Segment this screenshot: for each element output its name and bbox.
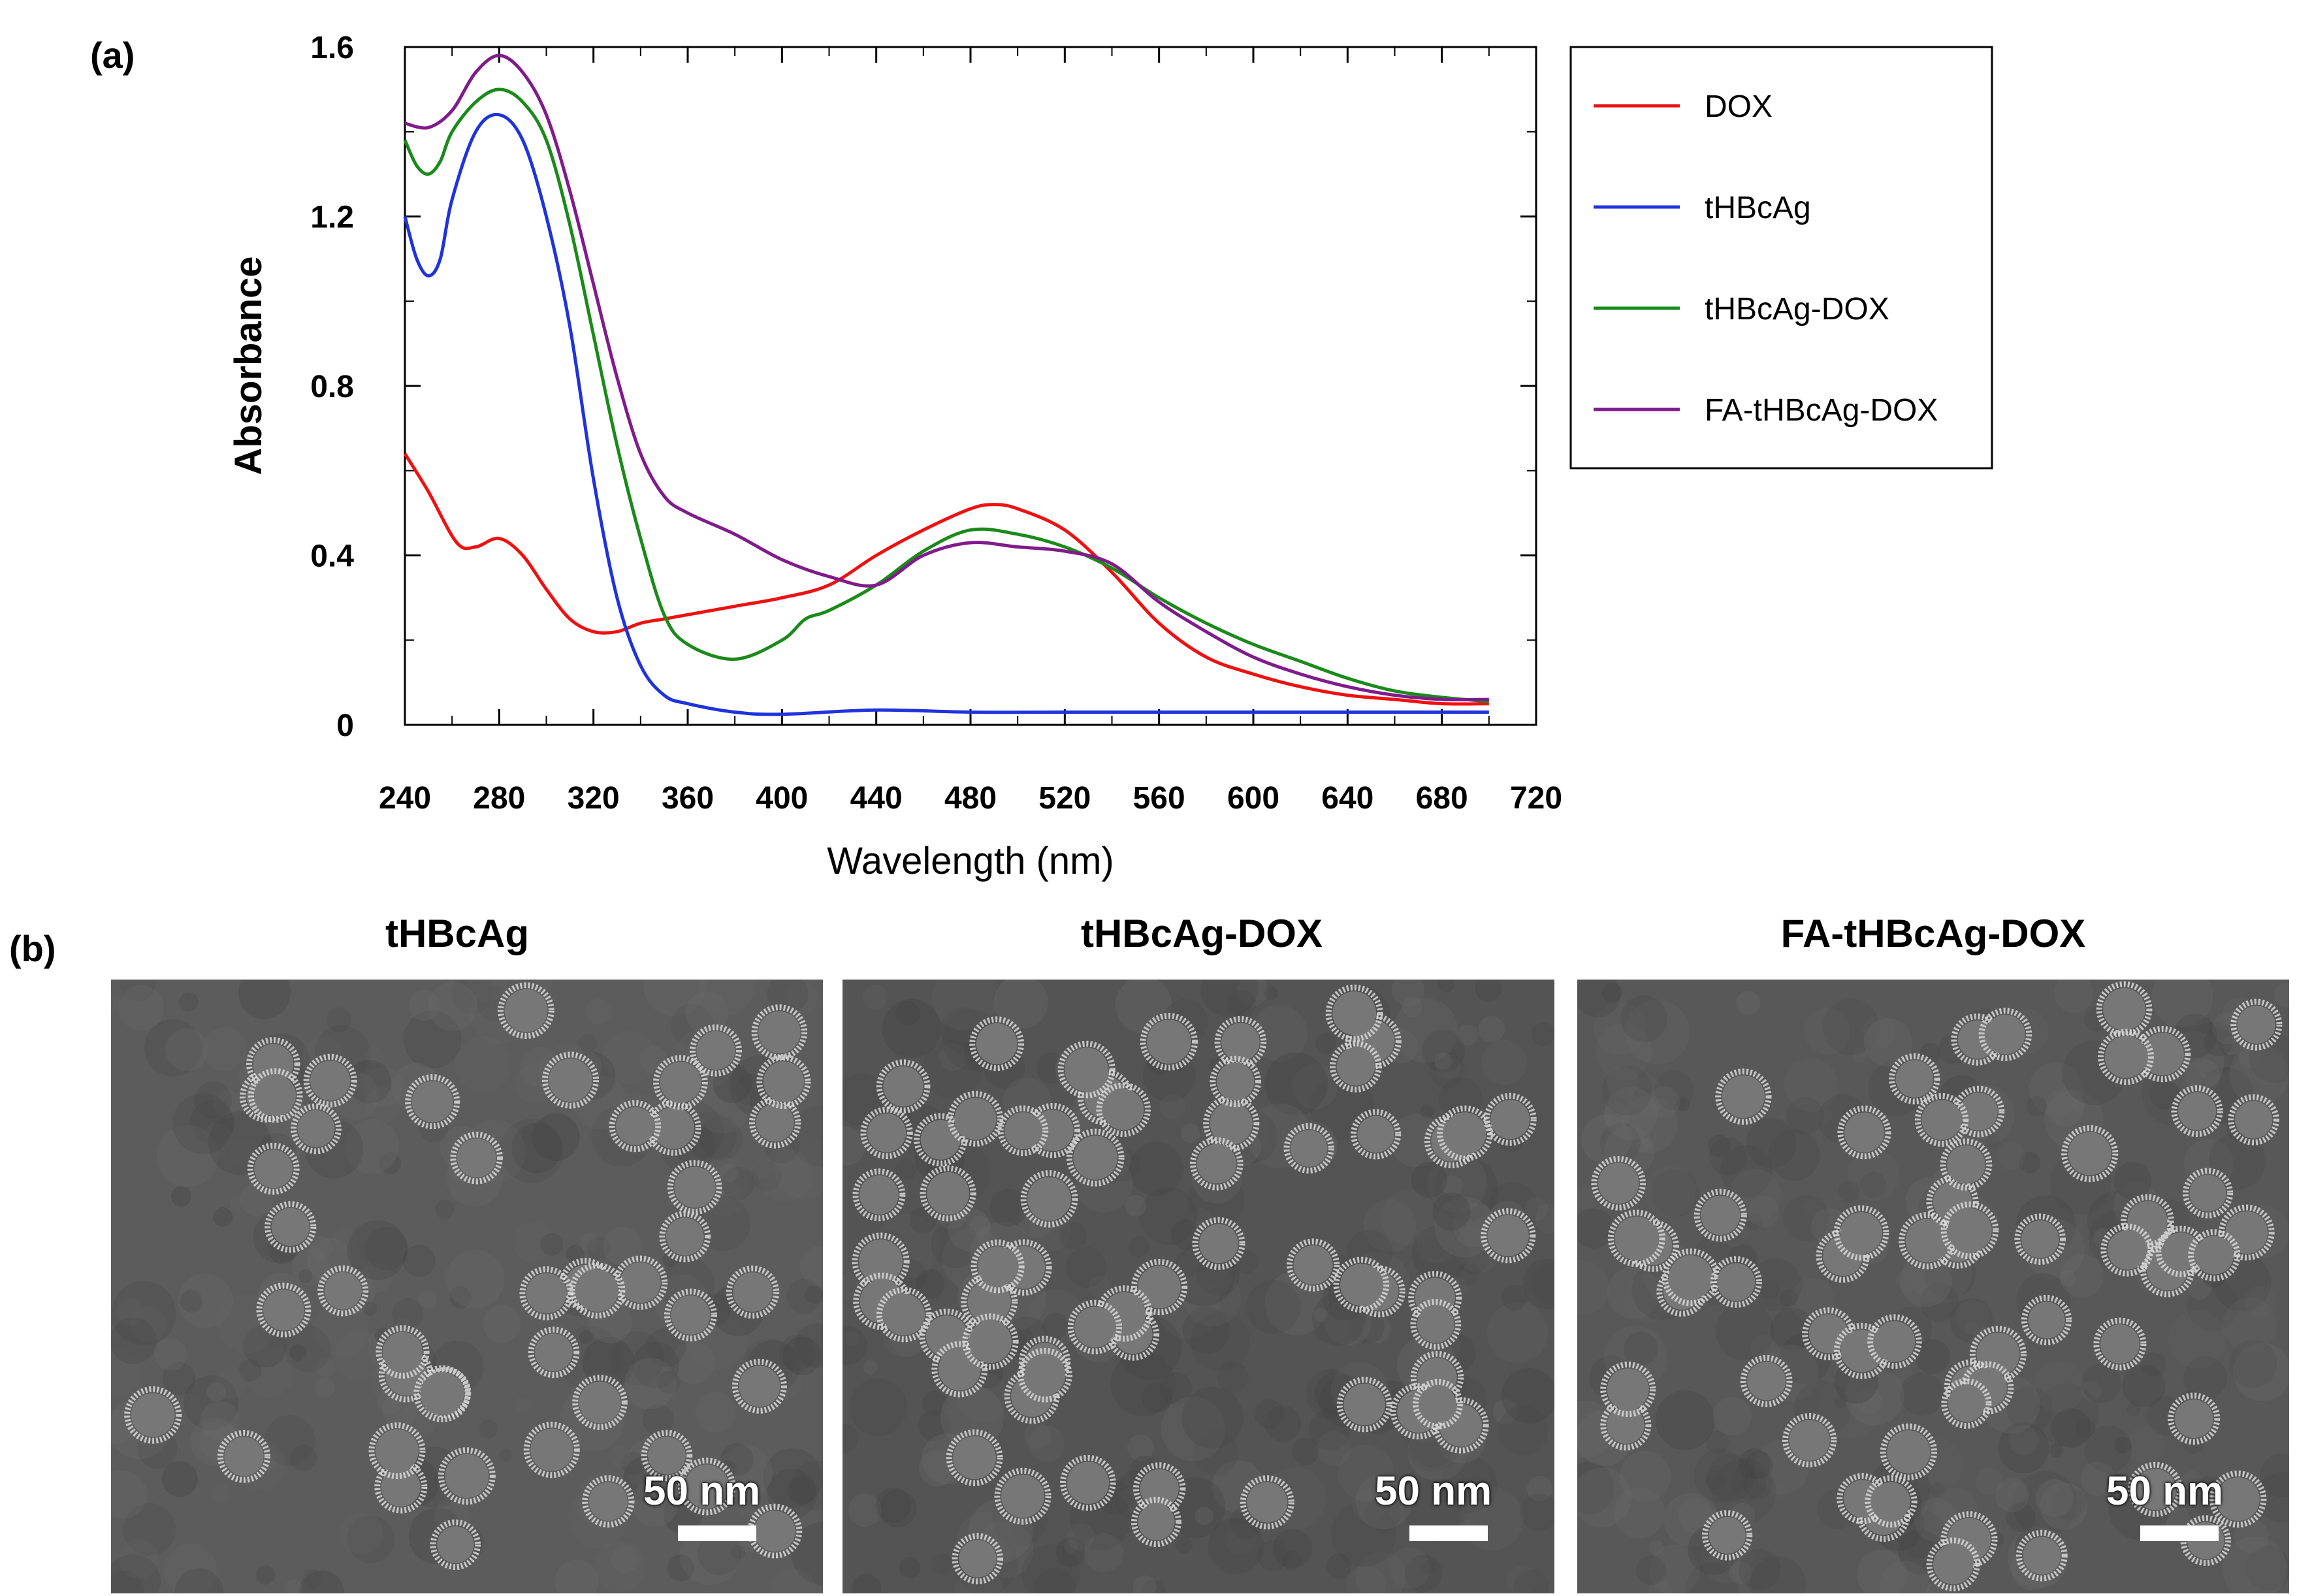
x-tick-label: 280 xyxy=(473,781,525,816)
x-tick-label: 240 xyxy=(379,781,431,816)
x-tick-label: 600 xyxy=(1227,781,1279,816)
series-line-thbcag xyxy=(403,112,1489,716)
x-tick-label: 320 xyxy=(568,781,620,816)
scale-bar xyxy=(1409,1525,1488,1541)
x-tick-label: 680 xyxy=(1416,781,1468,816)
panel-b-label: (b) xyxy=(9,928,56,969)
y-tick-label: 0.4 xyxy=(310,539,354,574)
tem-image-thbcag: 50 nm xyxy=(111,980,823,1593)
panel-a-label: (a) xyxy=(90,35,135,76)
tem-title-thbcag: tHBcAg xyxy=(385,912,529,955)
x-tick-label: 640 xyxy=(1321,781,1373,816)
x-tick-label: 360 xyxy=(662,781,714,816)
y-axis-label: Absorbance xyxy=(227,256,270,475)
y-tick-label: 1.6 xyxy=(310,31,354,65)
tem-image-fa-thbcag-dox: 50 nm xyxy=(1577,980,2289,1593)
x-tick-label: 520 xyxy=(1038,781,1091,816)
x-axis-label: Wavelength (nm) xyxy=(827,840,1114,882)
scale-bar xyxy=(678,1525,756,1541)
y-tick-label: 0 xyxy=(336,709,354,743)
absorbance-chart: 240 280 320 360 400 440 480 520 560 600 640 680 720 … xyxy=(227,31,1993,882)
series-line-fa-thbcag-dox xyxy=(404,54,1489,702)
scale-label: 50 nm xyxy=(1375,1469,1492,1514)
series-line-dox xyxy=(403,453,1489,706)
tem-title-fa-thbcag-dox: FA-tHBcAg-DOX xyxy=(1780,912,2086,955)
x-tick-label: 400 xyxy=(756,781,808,816)
x-tick-label: 440 xyxy=(850,781,903,816)
series-line-thbcag-dox xyxy=(403,88,1490,703)
tem-title-thbcag-dox: tHBcAg-DOX xyxy=(1081,912,1323,955)
legend-label: FA-tHBcAg-DOX xyxy=(1705,393,1938,428)
y-tick-label: 1.2 xyxy=(310,200,354,235)
legend-label: tHBcAg-DOX xyxy=(1705,292,1889,327)
legend-label: DOX xyxy=(1705,89,1773,124)
x-tick-label: 480 xyxy=(944,781,997,816)
scale-label: 50 nm xyxy=(2106,1469,2224,1514)
x-tick-label: 560 xyxy=(1133,781,1185,816)
scale-bar xyxy=(2140,1525,2219,1541)
legend-box xyxy=(1569,46,1993,470)
tem-image-thbcag-dox: 50 nm xyxy=(843,980,1554,1593)
y-tick-label: 0.8 xyxy=(310,370,354,404)
scale-label: 50 nm xyxy=(643,1469,761,1514)
legend-label: tHBcAg xyxy=(1705,191,1811,225)
x-tick-label: 720 xyxy=(1510,781,1562,816)
